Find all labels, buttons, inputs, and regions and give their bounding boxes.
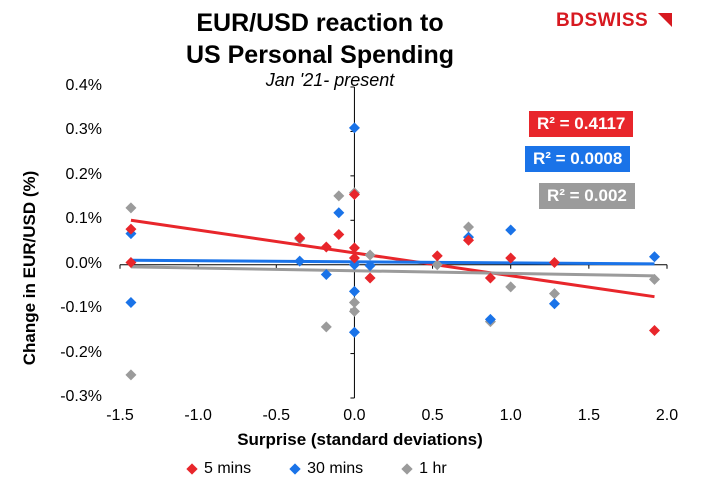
point-1hr xyxy=(648,273,660,285)
legend-item-1hr: 1 hr xyxy=(401,460,447,478)
point-5mins xyxy=(648,324,660,336)
point-5mins xyxy=(431,250,443,262)
y-tick-label: 0.0% xyxy=(65,254,102,272)
legend-marker-30mins xyxy=(289,463,301,475)
chart-title-line1: EUR/USD reaction to xyxy=(196,9,444,37)
y-tick-label: 0.1% xyxy=(65,210,102,228)
point-5mins xyxy=(348,242,360,254)
logo-text-b: SWISS xyxy=(584,10,649,31)
logo-text-a: BD xyxy=(556,10,585,31)
point-1hr xyxy=(364,249,376,261)
point-5mins xyxy=(364,272,376,284)
point-5mins xyxy=(505,252,517,264)
point-5mins xyxy=(348,252,360,264)
point-1hr xyxy=(333,190,345,202)
legend-label-1hr: 1 hr xyxy=(419,460,447,477)
legend: 5 mins 30 mins 1 hr xyxy=(186,460,447,478)
y-tick-label: 0.4% xyxy=(65,77,102,94)
point-1hr xyxy=(320,321,332,333)
legend-item-30mins: 30 mins xyxy=(289,460,364,478)
y-tick-label: 0.3% xyxy=(65,121,102,139)
chart-title-line2: US Personal Spending xyxy=(185,41,455,69)
point-30mins xyxy=(348,259,360,271)
legend-marker-1hr xyxy=(401,463,413,475)
x-tick-label: 0.5 xyxy=(421,407,444,424)
r2-label-5mins: R² = 0.4117 xyxy=(529,111,634,137)
point-5mins xyxy=(348,189,360,201)
trendline-30mins xyxy=(130,258,655,266)
chart-subtitle: Jan '21- present xyxy=(265,70,395,90)
point-1hr xyxy=(348,296,360,308)
point-30mins xyxy=(505,224,517,236)
legend-marker-5mins xyxy=(186,463,198,475)
legend-item-5mins: 5 mins xyxy=(186,460,252,478)
point-1hr xyxy=(463,221,475,233)
point-1hr xyxy=(348,305,360,317)
r2-label-1hr: R² = 0.002 xyxy=(539,183,635,209)
point-30mins xyxy=(333,207,345,219)
trendline-1hr xyxy=(130,265,655,278)
legend-label-30mins: 30 mins xyxy=(307,460,364,477)
y-tick-label: -0.2% xyxy=(60,343,102,361)
point-1hr xyxy=(431,259,443,271)
point-5mins xyxy=(548,256,560,268)
point-30mins xyxy=(125,296,137,308)
logo-arrow-icon xyxy=(657,13,672,27)
point-5mins xyxy=(484,272,496,284)
point-30mins xyxy=(548,298,560,310)
point-1hr xyxy=(548,288,560,300)
x-tick-label: 1.5 xyxy=(577,407,600,424)
x-tick-label: -0.5 xyxy=(262,407,291,424)
point-1hr xyxy=(505,281,517,293)
point-5mins xyxy=(125,256,137,268)
x-tick-label: 0.0 xyxy=(343,407,366,424)
point-30mins xyxy=(348,285,360,297)
point-5mins xyxy=(463,234,475,246)
x-tick-label: 1.0 xyxy=(499,407,522,424)
trendline-5mins xyxy=(130,218,655,299)
point-1hr xyxy=(125,202,137,214)
point-5mins xyxy=(333,229,345,241)
point-5mins xyxy=(294,232,306,244)
y-tick-label: 0.2% xyxy=(65,165,102,183)
x-tick-label: -1.0 xyxy=(184,407,212,424)
point-5mins xyxy=(320,241,332,253)
point-30mins xyxy=(648,251,660,263)
y-tick-label: -0.1% xyxy=(60,299,102,317)
point-30mins xyxy=(484,313,496,325)
point-30mins xyxy=(320,268,332,280)
point-30mins xyxy=(364,260,376,272)
point-5mins xyxy=(125,223,137,235)
bdswiss-logo: BDSWISS xyxy=(556,8,672,32)
y-axis-label: Change in EUR/USD (%) xyxy=(20,170,39,366)
x-axis-label: Surprise (standard deviations) xyxy=(237,430,483,449)
x-tick-label: 2.0 xyxy=(655,407,679,424)
point-30mins xyxy=(294,255,306,267)
r2-label-30mins: R² = 0.0008 xyxy=(525,146,631,172)
legend-label-5mins: 5 mins xyxy=(204,460,252,477)
point-1hr xyxy=(125,369,137,381)
point-30mins xyxy=(348,122,360,134)
point-30mins xyxy=(348,326,360,338)
x-tick-label: -1.5 xyxy=(106,407,134,424)
y-tick-label: -0.3% xyxy=(60,388,102,405)
